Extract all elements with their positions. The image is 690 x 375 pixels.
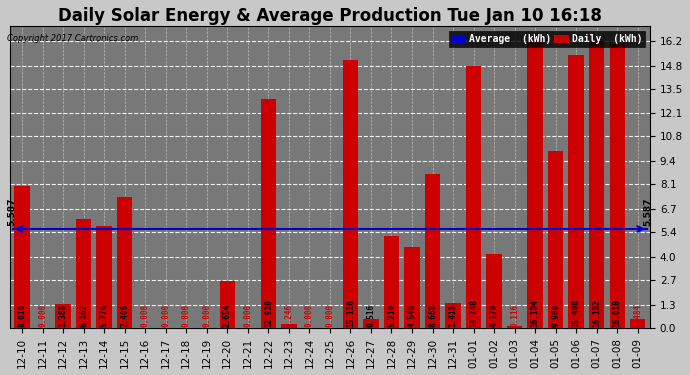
Text: 12.910: 12.910: [264, 299, 273, 327]
Text: 15.116: 15.116: [346, 299, 355, 327]
Text: 16.018: 16.018: [613, 299, 622, 327]
Legend: Average  (kWh), Daily  (kWh): Average (kWh), Daily (kWh): [448, 32, 645, 47]
Bar: [527, 42, 543, 328]
Text: 0.000: 0.000: [202, 303, 211, 327]
Bar: [609, 44, 625, 328]
Bar: [486, 254, 502, 328]
Text: 0.000: 0.000: [38, 303, 47, 327]
Text: 5.587: 5.587: [644, 198, 653, 226]
Title: Daily Solar Energy & Average Production Tue Jan 10 16:18: Daily Solar Energy & Average Production …: [58, 7, 602, 25]
Bar: [384, 236, 400, 328]
Bar: [261, 99, 276, 328]
Text: 14.748: 14.748: [469, 299, 478, 327]
Bar: [97, 226, 112, 328]
Text: 5.587: 5.587: [8, 198, 17, 226]
Bar: [589, 41, 604, 328]
Bar: [630, 320, 645, 328]
Bar: [404, 248, 420, 328]
Bar: [76, 219, 91, 328]
Bar: [343, 60, 358, 328]
Bar: [445, 303, 461, 328]
Text: 5.776: 5.776: [99, 303, 108, 327]
Text: Copyright 2017 Cartronics.com: Copyright 2017 Cartronics.com: [7, 34, 138, 43]
Text: 8.668: 8.668: [428, 303, 437, 327]
Text: 4.170: 4.170: [490, 303, 499, 327]
Bar: [425, 174, 440, 328]
Text: 15.408: 15.408: [572, 299, 581, 327]
Bar: [219, 281, 235, 328]
Text: 0.000: 0.000: [141, 303, 150, 327]
Text: 0.000: 0.000: [244, 303, 253, 327]
Text: 8.016: 8.016: [17, 303, 26, 327]
Bar: [117, 197, 132, 328]
Text: 0.000: 0.000: [305, 303, 314, 327]
Text: 0.000: 0.000: [326, 303, 335, 327]
Text: 5.210: 5.210: [387, 303, 396, 327]
Text: 16.104: 16.104: [531, 299, 540, 327]
Text: 9.980: 9.980: [551, 303, 560, 327]
Text: 0.000: 0.000: [181, 303, 190, 327]
Text: 2.654: 2.654: [223, 303, 232, 327]
Text: 0.000: 0.000: [161, 303, 170, 327]
Bar: [55, 304, 71, 328]
Bar: [569, 55, 584, 328]
Text: 7.406: 7.406: [120, 303, 129, 327]
Text: 0.484: 0.484: [633, 303, 642, 327]
Text: 16.182: 16.182: [592, 299, 601, 327]
Text: 1.418: 1.418: [448, 303, 457, 327]
Text: 1.368: 1.368: [59, 303, 68, 327]
Bar: [14, 186, 30, 328]
Bar: [507, 326, 522, 328]
Bar: [363, 319, 379, 328]
Text: 0.516: 0.516: [366, 303, 375, 327]
Bar: [466, 66, 481, 328]
Bar: [281, 324, 297, 328]
Text: 6.162: 6.162: [79, 303, 88, 327]
Text: 4.546: 4.546: [408, 303, 417, 327]
Text: 0.116: 0.116: [510, 303, 519, 327]
Text: 0.246: 0.246: [284, 303, 293, 327]
Bar: [548, 151, 563, 328]
